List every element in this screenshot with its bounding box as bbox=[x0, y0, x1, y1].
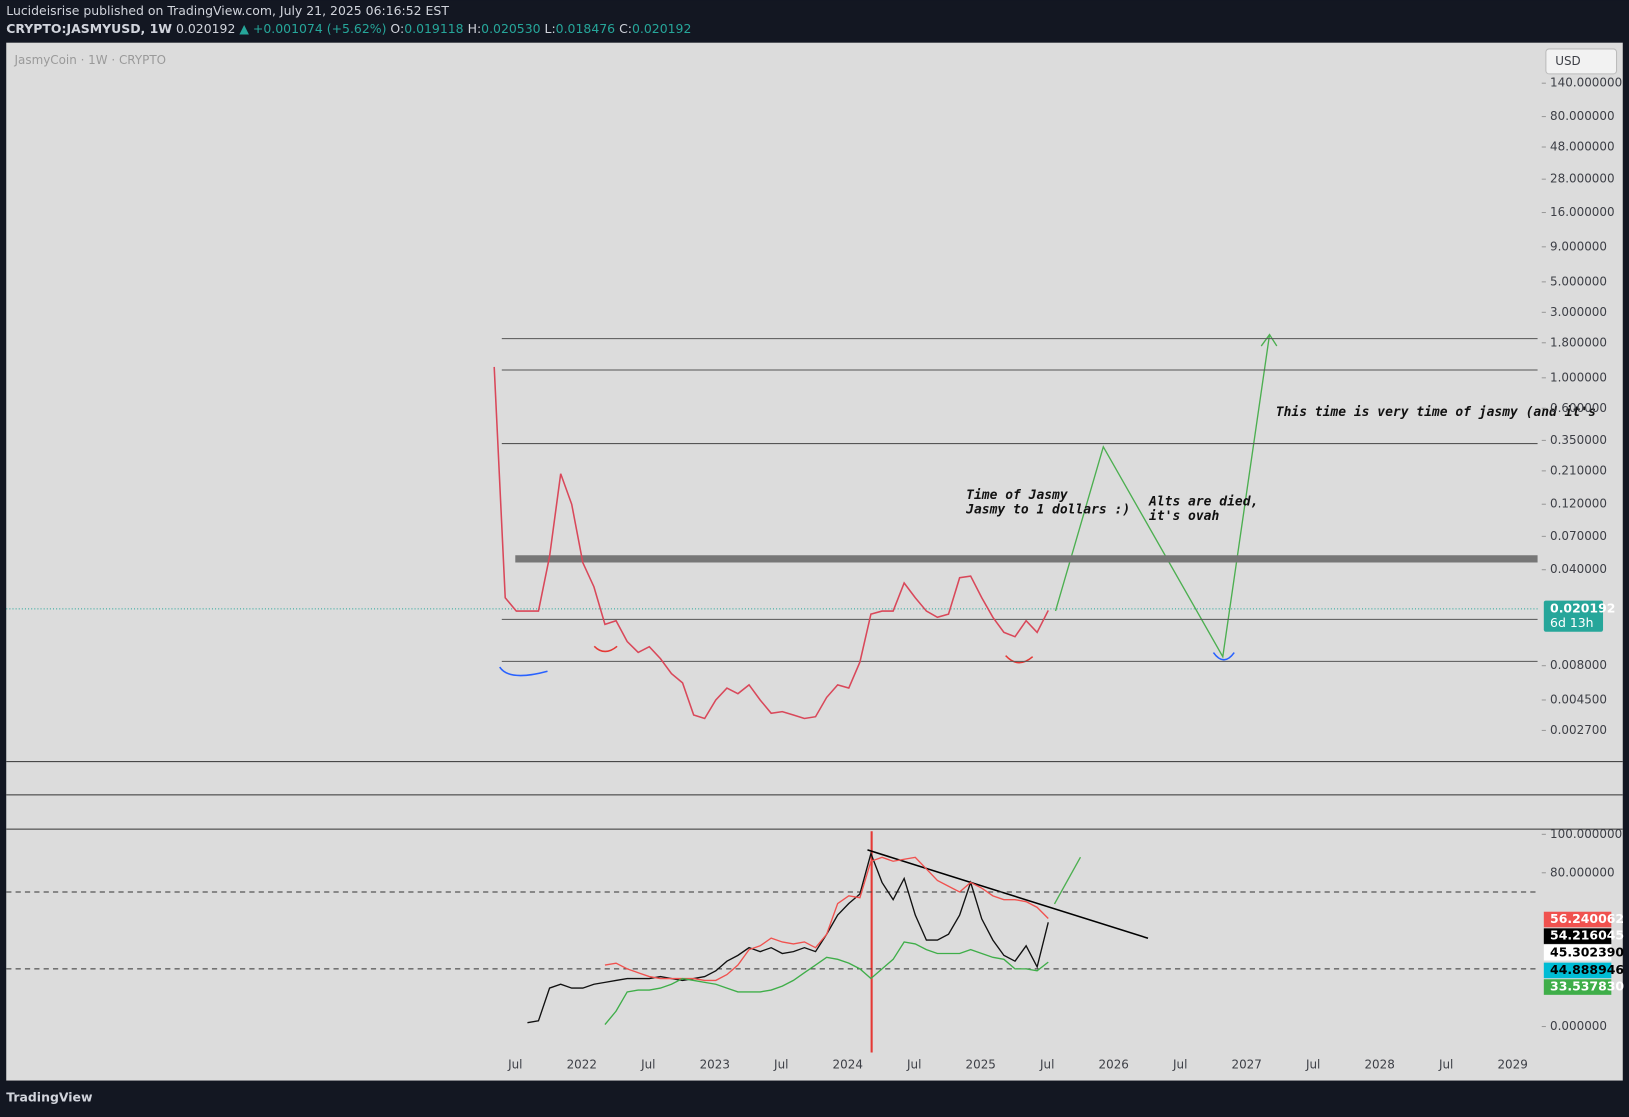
logo: TradingView bbox=[6, 1090, 93, 1105]
y-tick-label: 28.000000 bbox=[1550, 172, 1615, 186]
symbol-line: CRYPTO:JASMYUSD, 1W 0.020192 ▲ +0.001074… bbox=[6, 21, 691, 36]
indicator-tag-label: 44.888946 bbox=[1550, 962, 1624, 977]
h-label: H: bbox=[468, 21, 482, 36]
indicator-arrow bbox=[1053, 856, 1082, 905]
o: 0.019118 bbox=[404, 21, 463, 36]
bottom-arc bbox=[499, 666, 548, 677]
x-tick-label: 2023 bbox=[700, 1057, 730, 1071]
indicator-tag bbox=[1543, 928, 1612, 944]
annotation: Jasmy to 1 dollars :) bbox=[965, 503, 1130, 518]
y-tick-label: 1.800000 bbox=[1550, 335, 1607, 349]
indicator-tag bbox=[1543, 979, 1612, 995]
indicator-line bbox=[604, 856, 1049, 982]
y-tick-label: 100.000000 bbox=[1550, 827, 1622, 841]
x-tick-label: Jul bbox=[507, 1057, 522, 1071]
x-tick-label: 2025 bbox=[966, 1057, 996, 1071]
y-tick-label: 80.000000 bbox=[1550, 109, 1615, 123]
indicator-tag-label: 45.302390 bbox=[1550, 944, 1624, 959]
projection-path bbox=[1054, 334, 1271, 659]
indicator-tag-label: 56.240062 bbox=[1550, 911, 1624, 926]
y-tick-label: 16.000000 bbox=[1550, 205, 1615, 219]
l-label: L: bbox=[545, 21, 556, 36]
projection-arrowhead bbox=[1260, 333, 1278, 347]
y-tick-label: 48.000000 bbox=[1550, 140, 1615, 154]
bottom-arc bbox=[1005, 655, 1034, 664]
y-tick-label: 0.008000 bbox=[1550, 658, 1607, 672]
author-line: Lucideisrise published on TradingView.co… bbox=[6, 3, 449, 18]
y-tick-label: 3.000000 bbox=[1550, 305, 1607, 319]
y-tick-label: 0.600000 bbox=[1550, 401, 1607, 415]
price-tag-countdown: 6d 13h bbox=[1550, 615, 1594, 630]
c: 0.020192 bbox=[632, 21, 691, 36]
last: 0.020192 bbox=[176, 21, 235, 36]
indicator-tag-label: 33.537830 bbox=[1550, 979, 1624, 994]
price-line bbox=[493, 366, 1049, 720]
annotation: Alts are died, bbox=[1148, 494, 1258, 509]
y-tick-label: 1.000000 bbox=[1550, 370, 1607, 384]
l: 0.018476 bbox=[556, 21, 615, 36]
x-tick-label: 2029 bbox=[1497, 1057, 1527, 1071]
y-tick-label: 0.210000 bbox=[1550, 463, 1607, 477]
y-tick-label: 0.002700 bbox=[1550, 723, 1607, 737]
x-tick-label: 2027 bbox=[1231, 1057, 1261, 1071]
y-tick-label: 0.040000 bbox=[1550, 562, 1607, 576]
indicator-line bbox=[527, 851, 1049, 1024]
x-tick-label: 2028 bbox=[1364, 1057, 1394, 1071]
change: ▲ +0.001074 (+5.62%) bbox=[239, 21, 386, 36]
x-tick-label: Jul bbox=[640, 1057, 655, 1071]
currency[interactable]: USD bbox=[1555, 54, 1581, 68]
bottom-arc bbox=[593, 645, 618, 653]
y-tick-label: 5.000000 bbox=[1550, 274, 1607, 288]
price-tag-price: 0.020192 bbox=[1550, 600, 1615, 615]
x-tick-label: 2022 bbox=[567, 1057, 597, 1071]
y-tick-label: 0.120000 bbox=[1550, 497, 1607, 511]
y-tick-label: 9.000000 bbox=[1550, 239, 1607, 253]
x-tick-label: 2026 bbox=[1099, 1057, 1129, 1071]
annotation: This time is very time of jasmy (and it'… bbox=[1276, 405, 1596, 420]
h: 0.020530 bbox=[481, 21, 540, 36]
c-label: C: bbox=[619, 21, 632, 36]
x-tick-label: Jul bbox=[773, 1057, 788, 1071]
indicator-tag bbox=[1543, 911, 1612, 928]
symbol: CRYPTO:JASMYUSD, 1W bbox=[6, 21, 172, 36]
indicator-tag bbox=[1543, 944, 1612, 961]
o-label: O: bbox=[390, 21, 404, 36]
y-tick-label: 80.000000 bbox=[1550, 865, 1615, 879]
y-tick-label: 0.350000 bbox=[1550, 433, 1607, 447]
indicator-tag bbox=[1543, 962, 1612, 979]
x-tick-label: Jul bbox=[1438, 1057, 1453, 1071]
bottom-arc bbox=[1212, 652, 1235, 661]
currency-button[interactable] bbox=[1545, 48, 1618, 75]
x-tick-label: Jul bbox=[1039, 1057, 1054, 1071]
annotation: it's ovah bbox=[1149, 509, 1219, 524]
y-tick-label: 140.000000 bbox=[1550, 76, 1622, 90]
y-tick-label: 0.004500 bbox=[1550, 692, 1607, 706]
trend-line bbox=[867, 849, 1149, 939]
x-tick-label: Jul bbox=[1172, 1057, 1187, 1071]
y-tick-label: 0.000000 bbox=[1550, 1019, 1607, 1033]
x-tick-label: Jul bbox=[906, 1057, 921, 1071]
y-tick-label: 0.070000 bbox=[1550, 529, 1607, 543]
indicator-tag-label: 54.216045 bbox=[1550, 928, 1624, 943]
annotation: Time of Jasmy bbox=[966, 488, 1068, 503]
x-tick-label: Jul bbox=[1305, 1057, 1320, 1071]
price-tag bbox=[1543, 600, 1604, 632]
indicator-line bbox=[604, 941, 1049, 1025]
legend: JasmyCoin · 1W · CRYPTO bbox=[14, 53, 166, 67]
x-tick-label: 2024 bbox=[833, 1057, 863, 1071]
